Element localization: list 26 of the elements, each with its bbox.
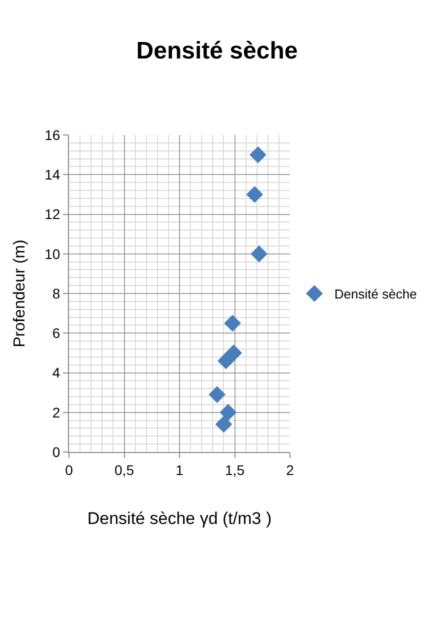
y-tick-label: 8 xyxy=(52,285,60,302)
x-axis-title: Densité sèche γd (t/m3 ) xyxy=(87,509,272,528)
y-tick-label: 6 xyxy=(52,325,60,342)
y-tick-label: 0 xyxy=(52,444,60,460)
point xyxy=(250,146,266,164)
y-tick-label: 2 xyxy=(52,404,60,420)
y-tick-label: 14 xyxy=(44,166,60,183)
y-tick-label: 12 xyxy=(44,206,60,222)
x-tick-label: 0 xyxy=(65,462,74,478)
x-tick-label: 1 xyxy=(176,462,184,478)
x-tick-label: 0,5 xyxy=(114,462,134,478)
point xyxy=(250,245,268,262)
x-tick-label: 2 xyxy=(286,462,294,478)
y-tick-label: 10 xyxy=(44,246,60,262)
y-axis-title: Profendeur (m) xyxy=(12,240,29,348)
point xyxy=(217,352,234,370)
point xyxy=(208,386,226,403)
y-tick-label: 16 xyxy=(44,126,60,143)
point xyxy=(215,416,232,433)
point xyxy=(220,404,237,421)
x-tick-label: 1,5 xyxy=(225,462,245,478)
point xyxy=(246,186,264,203)
y-tick-label: 4 xyxy=(52,364,60,381)
legend-label: Densité sèche xyxy=(334,286,417,302)
chart-title: Densité sèche xyxy=(136,38,298,65)
point xyxy=(224,314,241,332)
